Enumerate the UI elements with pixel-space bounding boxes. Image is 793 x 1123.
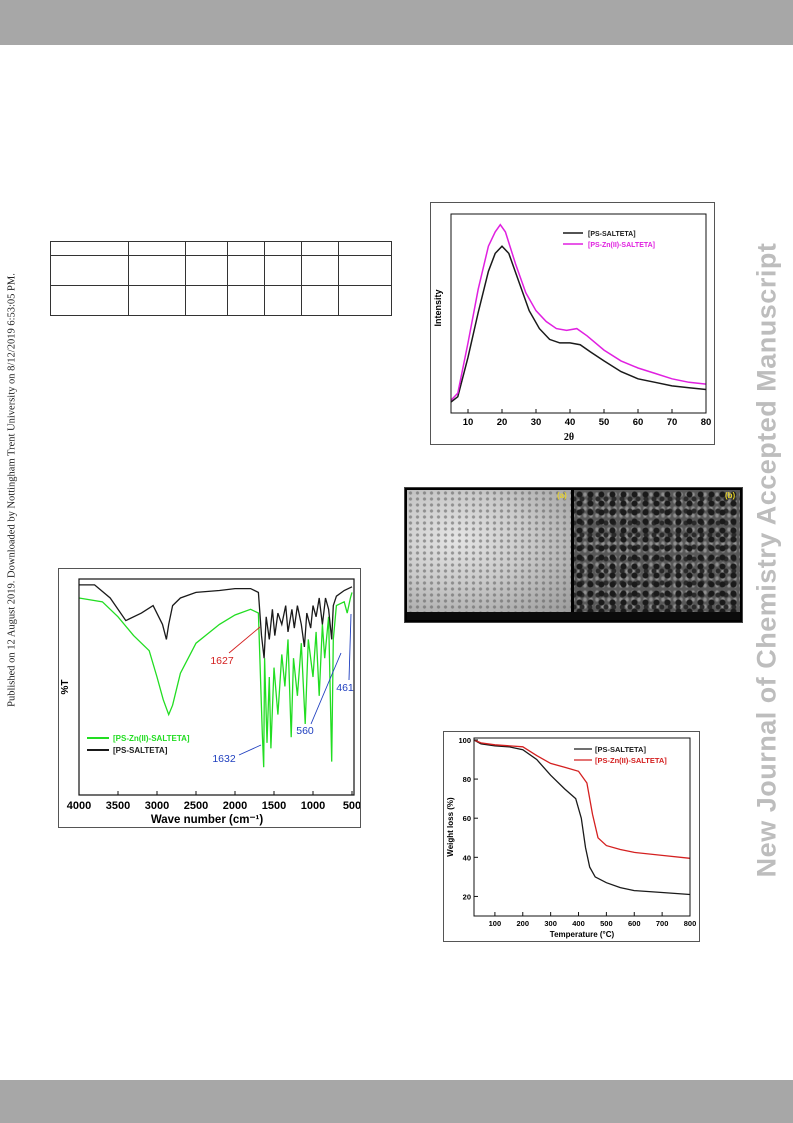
xrd-x-tick-label: 30 (531, 417, 542, 428)
ftir-annotation-arrow (228, 626, 261, 654)
table-cell (185, 285, 228, 316)
tga-series-line-1 (473, 739, 691, 859)
table-cell (338, 285, 392, 316)
table-cell (185, 255, 228, 286)
journal-watermark: New Journal of Chemistry Accepted Manusc… (751, 242, 782, 878)
footer-bar (0, 1080, 793, 1123)
tga-x-tick-label: 300 (544, 919, 557, 928)
table-cell (338, 255, 392, 286)
ftir-x-tick-label: 2000 (223, 800, 247, 812)
ftir-annotation-label: 560 (296, 725, 314, 737)
publication-notice: Published on 12 August 2019. Downloaded … (6, 273, 18, 707)
xrd-x-tick-label: 40 (565, 417, 576, 428)
tga-x-tick-label: 700 (656, 919, 669, 928)
tga-x-tick-label: 600 (628, 919, 641, 928)
sem-panel-label-b: (b) (725, 491, 736, 500)
xrd-x-tick-label: 10 (463, 417, 474, 428)
tga-chart: 100 200 300 400 500 600 700 800 20 40 60 80 100 [PS-… (446, 736, 697, 939)
tga-y-label: Weight loss (%) (446, 797, 455, 857)
ftir-annotation-arrow (348, 613, 352, 681)
xrd-x-tick-label: 60 (633, 417, 644, 428)
ftir-series-line-0 (78, 592, 353, 768)
ftir-annotation-label: 461 (336, 682, 354, 694)
ftir-y-label: %T (60, 680, 71, 695)
xrd-x-label: 2θ (564, 432, 574, 443)
ftir-figure: 1627 1632 560 461 4000 3500 3000 2500 2000 1500 1… (58, 568, 361, 828)
table-row (50, 285, 392, 316)
tga-figure: 100 200 300 400 500 600 700 800 20 40 60 80 100 [PS-… (443, 731, 700, 942)
tga-x-tick-label: 800 (684, 919, 697, 928)
xrd-y-label: Intensity (433, 289, 443, 326)
tga-x-tick-label: 500 (600, 919, 613, 928)
ftir-chart: 1627 1632 560 461 4000 3500 3000 2500 2000 1500 1… (60, 578, 360, 826)
ftir-series-line-1 (79, 584, 353, 659)
table-cell (128, 285, 186, 316)
xrd-series-line-0 (450, 245, 707, 403)
table-cell (227, 285, 265, 316)
table-cell (264, 255, 302, 286)
tga-y-tick-label: 100 (458, 736, 471, 745)
table-cell (301, 285, 339, 316)
sem-scale-bar (407, 612, 740, 620)
table-cell (301, 255, 339, 286)
tga-y-tick-label: 80 (463, 775, 471, 784)
xrd-legend-label: [PS-SALTETA] (588, 231, 636, 238)
ftir-x-tick-label: 3500 (106, 800, 130, 812)
table-cell (338, 241, 392, 256)
table-cell (264, 285, 302, 316)
tga-x-label: Temperature (°C) (550, 930, 615, 939)
tga-legend-label: [PS-SALTETA] (595, 745, 646, 754)
table-cell (50, 285, 129, 316)
ftir-x-tick-label: 4000 (67, 800, 91, 812)
ftir-x-tick-label: 1500 (262, 800, 286, 812)
xrd-x-tick-label: 20 (497, 417, 508, 428)
tga-legend-label: [PS-Zn(II)-SALTETA] (595, 756, 667, 765)
ftir-x-tick-label: 2500 (184, 800, 208, 812)
xrd-plot-frame (450, 213, 707, 414)
ftir-annotation-arrow (310, 652, 342, 725)
tga-x-tick-label: 100 (489, 919, 502, 928)
table-cell (264, 241, 302, 256)
table-cell (185, 241, 228, 256)
tga-x-tick-label: 400 (572, 919, 585, 928)
table-cell (50, 255, 129, 286)
ftir-x-tick-label: 1000 (301, 800, 325, 812)
sem-image-panel: (a) (b) (404, 487, 743, 623)
ftir-annotation-label: 1632 (212, 753, 236, 765)
xrd-series-line-1 (450, 223, 707, 401)
tga-y-tick-label: 20 (463, 892, 471, 901)
table-cell (301, 241, 339, 256)
ftir-legend-label: [PS-Zn(II)-SALTETA] (113, 734, 190, 743)
xrd-chart: 10 20 30 40 50 60 70 80 [PS-SALTETA] [PS-Zn(II)-… (433, 213, 712, 443)
table-cell (128, 241, 186, 256)
sem-image-b (574, 490, 740, 612)
xrd-x-tick-label: 80 (701, 417, 712, 428)
tga-series-line-0 (473, 739, 691, 896)
xrd-x-tick-label: 70 (667, 417, 678, 428)
header-bar (0, 0, 793, 45)
tga-y-tick-label: 60 (463, 814, 471, 823)
ftir-annotation-arrow (238, 744, 262, 756)
ftir-x-label: Wave number (cm⁻¹) (151, 814, 264, 826)
table-cell (227, 241, 265, 256)
ftir-x-tick-label: 3000 (145, 800, 169, 812)
table-cell (128, 255, 186, 286)
ftir-annotation-label: 1627 (210, 655, 234, 667)
tga-y-tick-label: 40 (463, 853, 471, 862)
table-cell (227, 255, 265, 286)
tga-plot-frame (473, 737, 691, 917)
ftir-x-tick-label: 500 (343, 800, 360, 812)
xrd-legend-label: [PS-Zn(II)-SALTETA] (588, 242, 655, 249)
table-row (50, 255, 392, 286)
ftir-plot-frame (78, 578, 355, 796)
xrd-figure: 10 20 30 40 50 60 70 80 [PS-SALTETA] [PS-Zn(II)-… (430, 202, 715, 445)
xrd-x-tick-label: 50 (599, 417, 610, 428)
table-cell (50, 241, 129, 256)
ftir-legend-label: [PS-SALTETA] (113, 746, 168, 755)
tga-x-tick-label: 200 (517, 919, 530, 928)
sem-image-a (407, 490, 571, 612)
table-row (50, 241, 392, 256)
sem-panel-label-a: (a) (557, 491, 567, 500)
data-table (50, 241, 392, 316)
